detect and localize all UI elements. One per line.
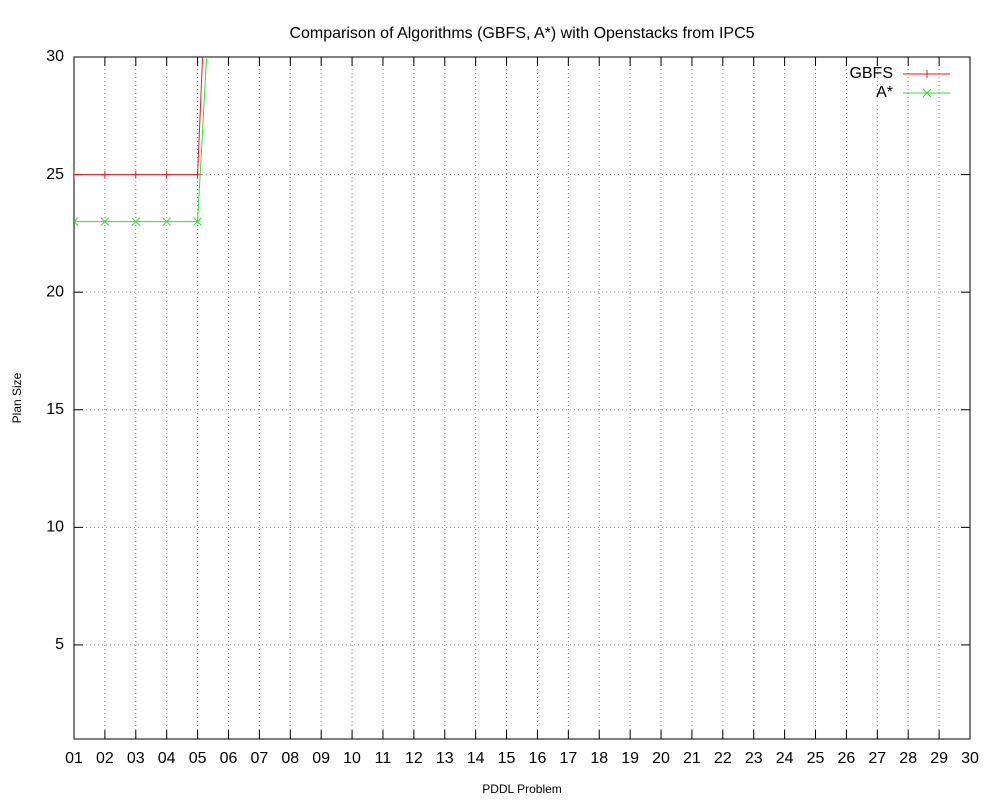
x-tick-label: 23 — [745, 750, 763, 767]
plot-frame — [73, 56, 971, 740]
x-tick-label: 08 — [281, 750, 299, 767]
chart-title: Comparison of Algorithms (GBFS, A*) with… — [289, 25, 754, 42]
y-tick-label: 15 — [46, 401, 64, 418]
point-marker — [923, 70, 931, 78]
x-tick-label: 13 — [436, 750, 454, 767]
x-tick-label: 17 — [559, 750, 577, 767]
x-tick-label: 24 — [776, 750, 794, 767]
x-tick-label: 14 — [467, 750, 485, 767]
legend-label: A* — [876, 84, 893, 101]
x-tick-label: 27 — [868, 750, 886, 767]
y-tick-label: 5 — [55, 636, 64, 653]
x-tick-label: 05 — [189, 750, 207, 767]
x-tick-label: 02 — [96, 750, 114, 767]
point-marker — [74, 217, 79, 226]
x-tick-label: 10 — [343, 750, 361, 767]
x-tick-label: 19 — [621, 750, 639, 767]
plot-area — [74, 57, 208, 226]
x-tick-label: 09 — [312, 750, 330, 767]
point-marker — [100, 217, 110, 226]
x-tick-label: 04 — [158, 750, 176, 767]
x-tick-label: 25 — [807, 750, 825, 767]
x-tick-label: 03 — [127, 750, 145, 767]
x-axis-label: PDDL Problem — [482, 782, 562, 796]
point-marker — [162, 217, 172, 226]
x-tick-label: 29 — [930, 750, 948, 767]
x-tick-label: 30 — [961, 750, 979, 767]
point-marker — [100, 170, 109, 179]
point-marker — [74, 170, 78, 179]
x-tick-label: 26 — [838, 750, 856, 767]
x-tick-label: 22 — [714, 750, 732, 767]
y-tick-label: 10 — [46, 519, 64, 536]
x-tick-label: 11 — [375, 750, 392, 767]
x-tick-label: 28 — [899, 750, 917, 767]
y-tick-label: 20 — [46, 283, 64, 300]
series-line — [74, 57, 204, 176]
point-marker — [162, 170, 171, 179]
x-tick-label: 01 — [65, 750, 83, 767]
point-marker — [922, 88, 932, 98]
legend-label: GBFS — [849, 65, 893, 82]
x-tick-label: 12 — [405, 750, 423, 767]
point-marker — [131, 170, 140, 179]
y-tick-label: 25 — [46, 166, 64, 183]
y-axis-label: Plan Size — [10, 372, 24, 423]
x-tick-label: 16 — [529, 750, 547, 767]
x-tick-label: 07 — [250, 750, 268, 767]
x-tick-label: 21 — [683, 750, 701, 767]
x-tick-label: 06 — [220, 750, 238, 767]
series-line — [74, 57, 208, 223]
point-marker — [193, 217, 202, 226]
x-tick-label: 15 — [498, 750, 516, 767]
y-tick-label: 30 — [46, 48, 64, 65]
x-tick-label: 20 — [652, 750, 670, 767]
x-tick-label: 18 — [590, 750, 608, 767]
point-marker — [131, 217, 141, 226]
